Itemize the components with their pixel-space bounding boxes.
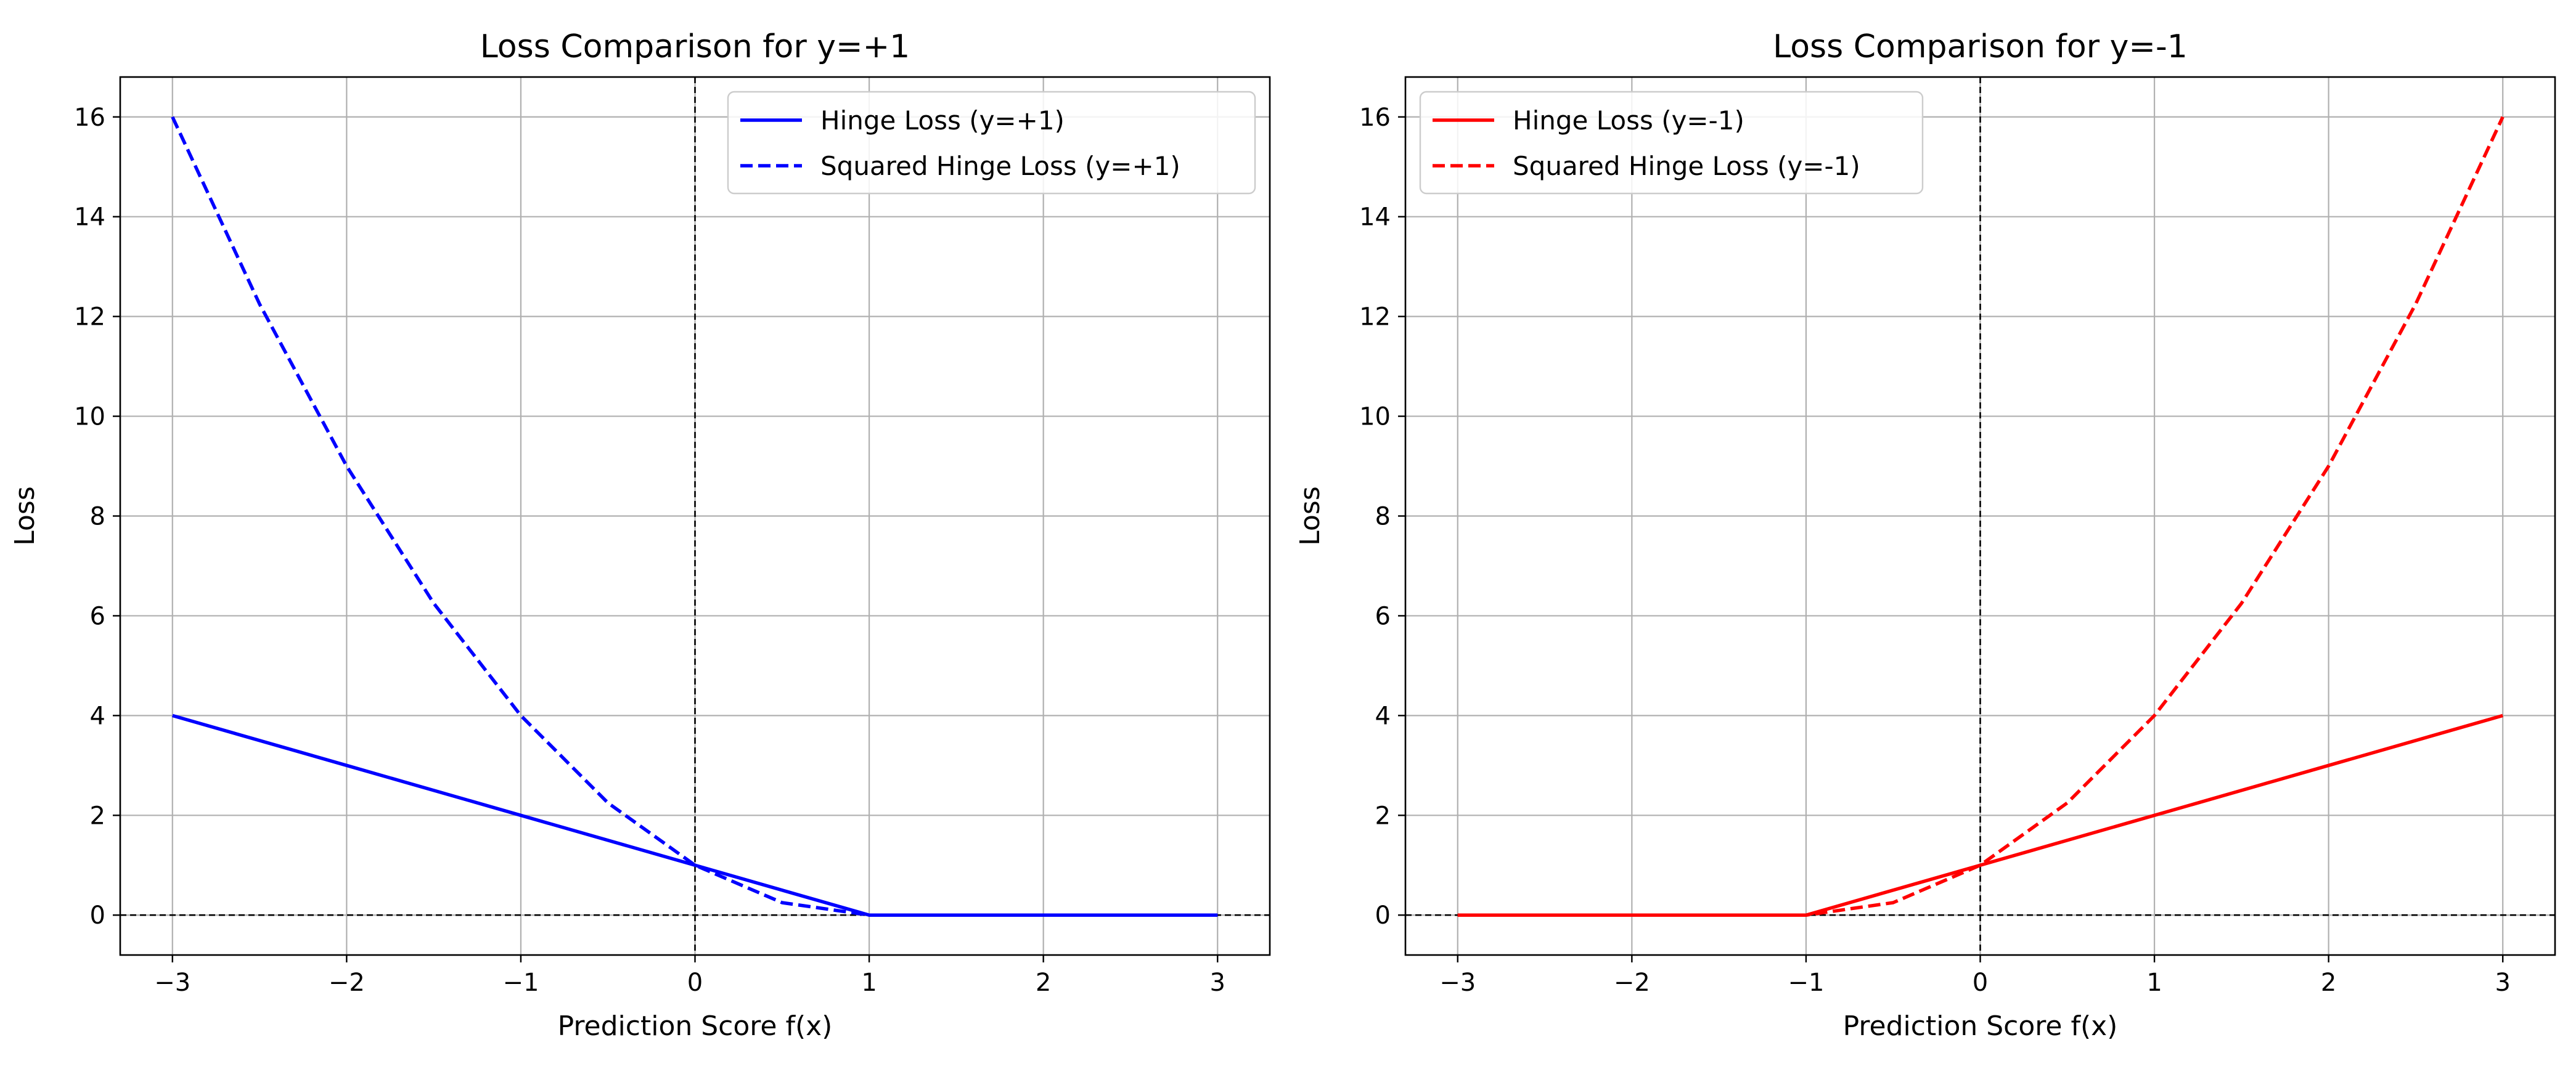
y-tick-label: 6: [90, 602, 105, 630]
y-axis-label: Loss: [9, 486, 41, 546]
x-tick-label: 3: [1210, 969, 1225, 997]
legend: Hinge Loss (y=+1) Squared Hinge Loss (y=+…: [727, 91, 1256, 195]
y-tick-label: 6: [1375, 602, 1391, 630]
x-tick-label: 2: [2321, 969, 2336, 997]
x-axis-label: Prediction Score f(x): [1843, 1010, 2118, 1042]
x-tick-label: −3: [1439, 969, 1476, 997]
x-tick-label: −1: [1788, 969, 1824, 997]
y-tick-label: 14: [1359, 203, 1391, 232]
series-line-1: [1457, 713, 2503, 917]
x-tick-label: 0: [687, 969, 703, 997]
legend-box: [727, 91, 1256, 195]
y-tick-label: 4: [90, 702, 105, 730]
legend-label: Hinge Loss (y=+1): [820, 105, 1065, 136]
legend: Hinge Loss (y=-1) Squared Hinge Loss (y=-…: [1419, 91, 1924, 195]
x-tick-label: 1: [861, 969, 877, 997]
legend-label: Squared Hinge Loss (y=+1): [820, 151, 1180, 181]
series-line-2: [171, 116, 1218, 917]
legend-box: [1419, 91, 1924, 195]
legend-label: Squared Hinge Loss (y=-1): [1513, 151, 1860, 181]
x-tick-label: 2: [1036, 969, 1051, 997]
x-tick-label: 1: [2146, 969, 2162, 997]
y-tick-label: 10: [1359, 403, 1391, 431]
x-tick-label: −2: [1614, 969, 1650, 997]
y-tick-label: 12: [74, 303, 105, 331]
chart-title: Loss Comparison for y=+1: [480, 28, 910, 65]
y-tick-label: 14: [74, 203, 105, 232]
y-axis-label: Loss: [1294, 486, 1326, 546]
legend-label: Hinge Loss (y=-1): [1513, 105, 1744, 136]
y-tick-label: 8: [1375, 503, 1391, 531]
x-tick-label: −2: [329, 969, 365, 997]
x-tick-label: 0: [1973, 969, 1988, 997]
y-tick-label: 0: [1375, 901, 1391, 930]
x-tick-label: −3: [154, 969, 190, 997]
y-tick-label: 4: [1375, 702, 1391, 730]
y-tick-label: 10: [74, 403, 105, 431]
y-tick-label: 2: [90, 802, 105, 830]
chart-title: Loss Comparison for y=-1: [1773, 28, 2188, 65]
series-line-1: [172, 713, 1218, 917]
y-tick-label: 8: [90, 503, 105, 531]
y-tick-label: 16: [1359, 104, 1391, 132]
x-tick-label: −1: [502, 969, 539, 997]
y-tick-label: 12: [1359, 303, 1391, 331]
y-tick-label: 2: [1375, 802, 1391, 830]
series-line-2: [1457, 116, 2504, 917]
x-tick-label: 3: [2495, 969, 2511, 997]
y-tick-label: 16: [74, 104, 105, 132]
x-axis-label: Prediction Score f(x): [558, 1010, 833, 1042]
y-tick-label: 0: [90, 901, 105, 930]
